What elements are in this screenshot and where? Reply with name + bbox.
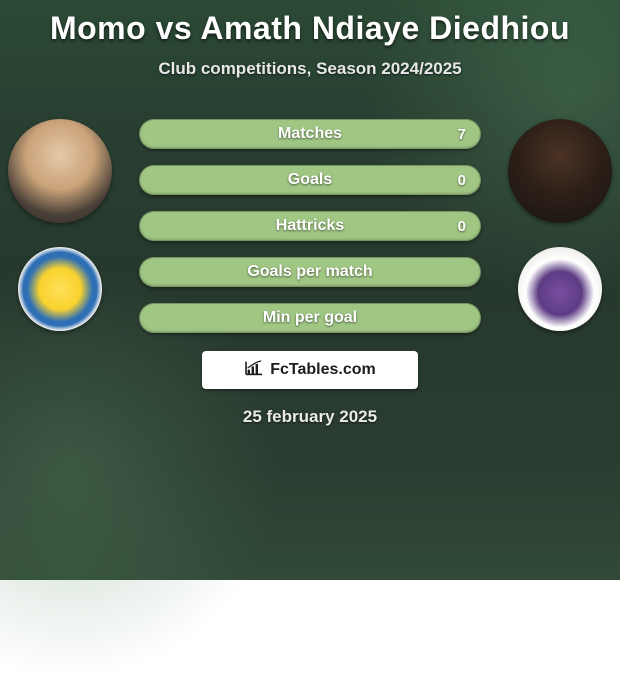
stat-bar-hattricks: Hattricks 0	[139, 211, 481, 241]
date-label: 25 february 2025	[243, 407, 377, 427]
player-left-column	[8, 119, 112, 331]
stat-right-value: 7	[444, 120, 480, 148]
stat-label: Goals per match	[140, 258, 480, 286]
stat-right-value: 0	[444, 212, 480, 240]
stat-label: Min per goal	[140, 304, 480, 332]
stat-bar-goals: Goals 0	[139, 165, 481, 195]
brand-badge: FcTables.com	[202, 351, 418, 389]
player-right-avatar	[508, 119, 612, 223]
stat-label: Matches	[140, 120, 480, 148]
stat-label: Goals	[140, 166, 480, 194]
stat-right-value	[452, 258, 480, 286]
comparison-area: Matches 7 Goals 0 Hattricks 0 Goals per …	[0, 119, 620, 333]
stat-label: Hattricks	[140, 212, 480, 240]
player-left-club-badge	[18, 247, 102, 331]
player-right-club-badge	[518, 247, 602, 331]
stat-bar-goals-per-match: Goals per match	[139, 257, 481, 287]
chart-icon	[244, 360, 264, 381]
subtitle: Club competitions, Season 2024/2025	[158, 59, 461, 79]
stat-right-value: 0	[444, 166, 480, 194]
brand-label: FcTables.com	[270, 361, 376, 379]
stat-bar-matches: Matches 7	[139, 119, 481, 149]
page-title: Momo vs Amath Ndiaye Diedhiou	[50, 10, 570, 47]
stat-right-value	[452, 304, 480, 332]
stat-bars: Matches 7 Goals 0 Hattricks 0 Goals per …	[139, 119, 481, 333]
stat-bar-min-per-goal: Min per goal	[139, 303, 481, 333]
player-right-column	[508, 119, 612, 331]
player-left-avatar	[8, 119, 112, 223]
